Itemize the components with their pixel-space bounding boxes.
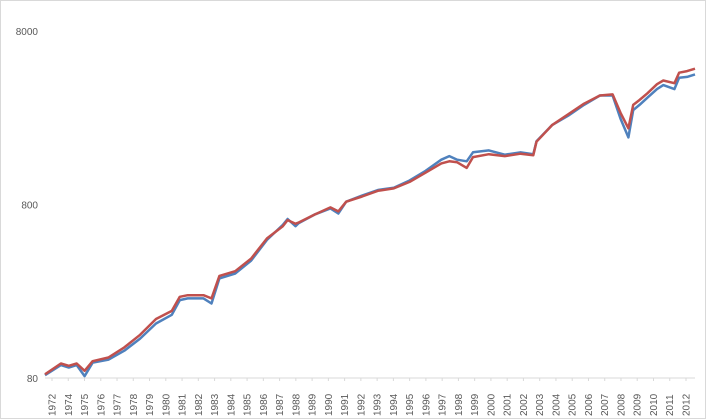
x-tick-label: 1992	[356, 393, 367, 416]
series-line-2	[44, 67, 696, 376]
x-tick-label: 2009	[633, 393, 644, 416]
x-tick-label: 1995	[405, 393, 416, 416]
x-tick-label: 1978	[129, 393, 140, 416]
x-tick-label: 2012	[682, 393, 693, 416]
x-tick-label: 1972	[48, 393, 59, 416]
x-tick-label: 1994	[389, 393, 400, 416]
x-tick-label: 2005	[568, 393, 579, 416]
y-axis-ticks: 80 800 8000	[16, 27, 39, 385]
x-tick-label: 1998	[454, 393, 465, 416]
y-tick-label: 8000	[16, 27, 39, 38]
x-tick-label: 1975	[80, 393, 91, 416]
x-axis-ticks: 1972 1974 1975 1976 1977 1978 1979 1980 1981 1982…	[48, 378, 693, 416]
x-tick-label: 2010	[649, 393, 660, 416]
series-layer	[44, 67, 696, 378]
x-tick-label: 1980	[161, 393, 172, 416]
x-tick-label: 1979	[145, 393, 156, 416]
x-tick-label: 1982	[194, 393, 205, 416]
x-tick-label: 1981	[178, 393, 189, 416]
x-tick-label: 2004	[551, 393, 562, 416]
x-tick-label: 1991	[340, 393, 351, 416]
x-tick-label: 2008	[616, 393, 627, 416]
x-tick-label: 1987	[275, 393, 286, 416]
x-tick-label: 1977	[113, 393, 124, 416]
x-tick-label: 1986	[259, 393, 270, 416]
x-tick-label: 1989	[308, 393, 319, 416]
x-tick-label: 1984	[226, 393, 237, 416]
x-tick-label: 1997	[438, 393, 449, 416]
x-tick-label: 2000	[486, 393, 497, 416]
x-tick-label: 1988	[291, 393, 302, 416]
x-tick-label: 1996	[421, 393, 432, 416]
x-tick-label: 1983	[210, 393, 221, 416]
x-tick-label: 1990	[324, 393, 335, 416]
x-tick-label: 1999	[470, 393, 481, 416]
x-tick-label: 2011	[665, 394, 676, 416]
x-tick-label: 1976	[96, 393, 107, 416]
y-tick-label: 80	[27, 374, 39, 385]
x-tick-label: 2001	[503, 393, 514, 416]
y-tick-label: 800	[21, 201, 38, 212]
x-tick-label: 1993	[373, 393, 384, 416]
x-tick-label: 1974	[64, 393, 75, 416]
x-tick-label: 2006	[584, 393, 595, 416]
x-tick-label: 1985	[243, 393, 254, 416]
x-tick-label: 2003	[535, 393, 546, 416]
x-tick-label: 2002	[519, 393, 530, 416]
x-tick-label: 2007	[600, 393, 611, 416]
